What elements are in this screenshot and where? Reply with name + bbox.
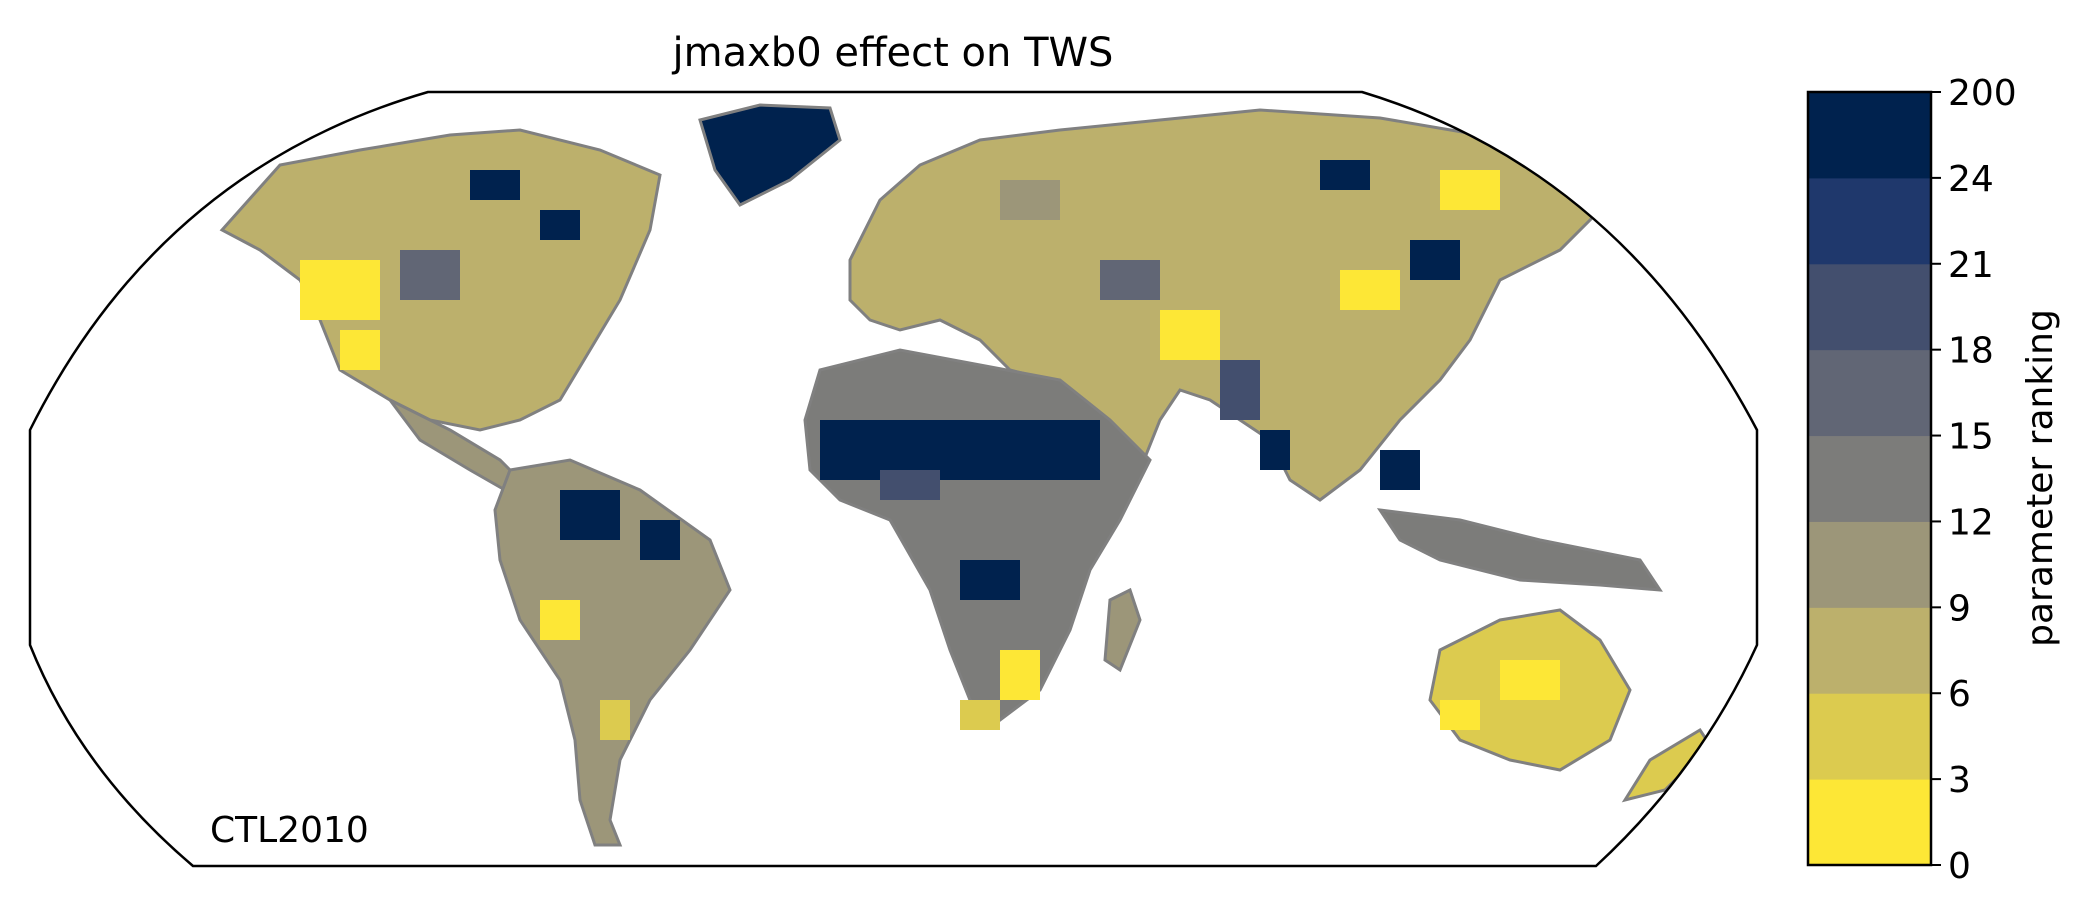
colorbar-segments <box>1808 92 1931 866</box>
colorbar-tick-label: 3 <box>1948 760 1971 801</box>
globe-outline <box>28 90 1759 868</box>
land-layer <box>219 103 1712 847</box>
colorbar-segment <box>1808 607 1931 694</box>
colorbar-tick-label: 18 <box>1948 331 1994 372</box>
map-title: jmaxb0 effect on TWS <box>672 30 1114 76</box>
colorbar-tick-label: 21 <box>1948 245 1994 286</box>
colorbar-tick-label: 9 <box>1948 588 1971 629</box>
colorbar-segment <box>1808 693 1931 780</box>
colorbar-tick-label: 24 <box>1948 159 1994 200</box>
indonesia <box>1376 508 1663 592</box>
colorbar-tick-label: 200 <box>1948 73 2017 114</box>
colorbar-tick-label: 15 <box>1948 417 1994 458</box>
colorbar-tick-label: 12 <box>1948 502 1994 543</box>
colorbar-frame <box>1806 90 1933 867</box>
greenland <box>698 103 842 207</box>
colorbar-segment <box>1808 263 1931 351</box>
ranking-patches <box>300 160 1560 740</box>
madagascar <box>1103 587 1142 673</box>
colorbar-label: parameter ranking <box>2020 309 2061 647</box>
map-area: CTL2010 <box>28 90 1759 868</box>
colorbar-ticks: 0 3 6 9 12 15 18 21 24 200 <box>1931 73 2017 887</box>
colorbar-segment <box>1808 779 1931 866</box>
colorbar-tick-label: 6 <box>1948 674 1971 715</box>
colorbar-segment <box>1808 349 1931 437</box>
colorbar: 0 3 6 9 12 15 18 21 24 200 parameter ranking <box>1806 73 2061 887</box>
colorbar-segment <box>1808 435 1931 522</box>
colorbar-segment <box>1808 177 1931 265</box>
colorbar-segment <box>1808 92 1931 179</box>
colorbar-segment <box>1808 521 1931 608</box>
colorbar-tick-label: 0 <box>1948 846 1971 887</box>
run-label: CTL2010 <box>210 810 369 851</box>
